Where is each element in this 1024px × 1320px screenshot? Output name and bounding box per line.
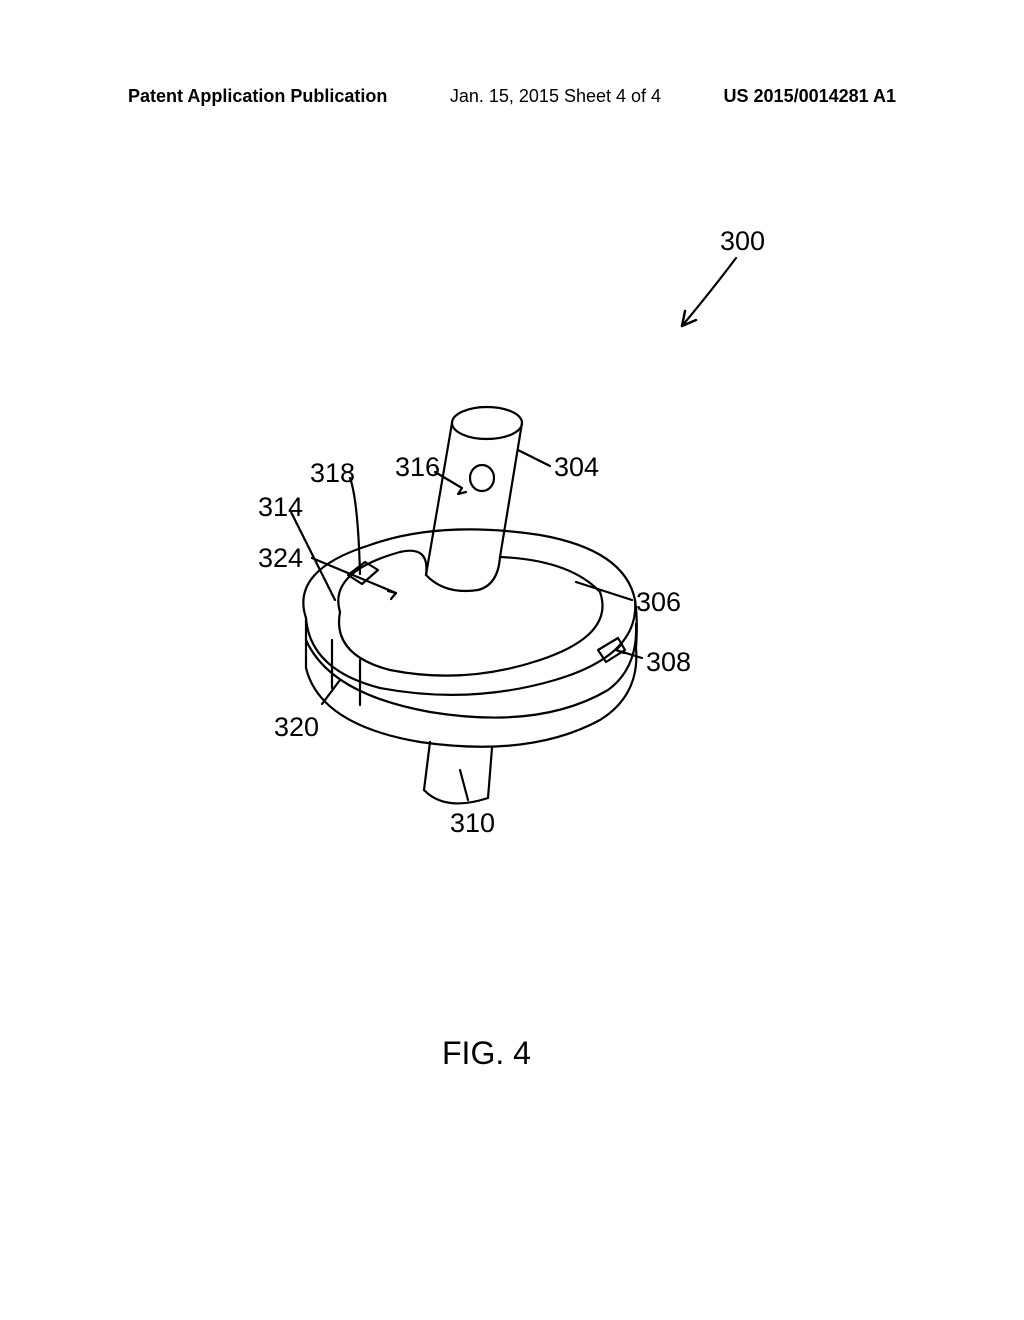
figure-label: FIG. 4 xyxy=(442,1035,531,1072)
ref-300: 300 xyxy=(720,226,765,257)
ref-304: 304 xyxy=(554,452,599,483)
ref-320: 320 xyxy=(274,712,319,743)
ref-318: 318 xyxy=(310,458,355,489)
ref-310: 310 xyxy=(450,808,495,839)
ref-314: 314 xyxy=(258,492,303,523)
ref-316: 316 xyxy=(395,452,440,483)
ref-308: 308 xyxy=(646,647,691,678)
patent-figure: 300 316 318 314 324 304 306 308 320 310 … xyxy=(0,0,1024,1320)
ref-324: 324 xyxy=(258,543,303,574)
figure-drawing xyxy=(0,0,1024,1320)
ref-306: 306 xyxy=(636,587,681,618)
